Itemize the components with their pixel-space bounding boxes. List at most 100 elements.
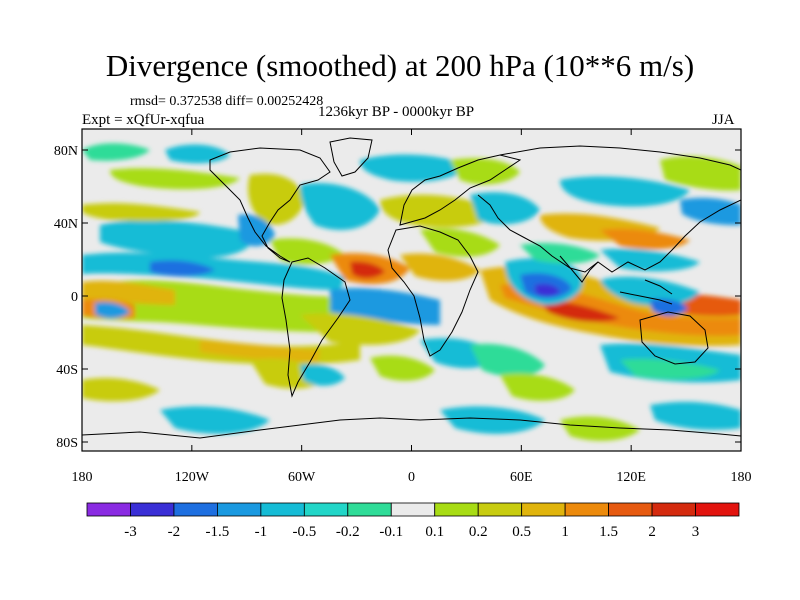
field-patch	[350, 261, 385, 279]
experiment-label: Expt = xQfUr-xqfua	[82, 112, 205, 128]
field-patch	[95, 302, 130, 319]
season-label: JJA	[712, 112, 735, 128]
field-patch	[380, 194, 500, 228]
colorbar-label: -2	[168, 524, 181, 540]
colorbar-box	[564, 502, 610, 517]
field-patch	[560, 416, 640, 441]
colorbar-box	[390, 502, 436, 517]
field-patch	[82, 280, 175, 305]
colorbar-box	[303, 502, 349, 517]
colorbar-label: 2	[648, 524, 656, 540]
field-patch	[370, 355, 435, 381]
field-patch	[82, 143, 150, 161]
coastline-north-america	[209, 147, 331, 263]
colorbar-label: -0.1	[379, 524, 403, 540]
lat-tick-label: 80S	[56, 436, 78, 451]
field-patch	[440, 406, 545, 434]
field-patch	[520, 243, 600, 264]
colorbar-box	[260, 502, 305, 517]
colorbar-label: 1.5	[599, 524, 618, 540]
colorbar: -3 -2 -1.5 -1 -0.5 -0.2 -0.1 0.1 0.2 0.5 1 1.5 2 3	[86, 502, 740, 540]
field-patch	[650, 401, 741, 430]
colorbar-box	[216, 502, 262, 517]
coastline-antarctica	[82, 417, 741, 439]
colorbar-box	[651, 502, 696, 517]
field-patch	[535, 283, 560, 297]
colorbar-label: 1	[561, 524, 569, 540]
field-patch	[600, 276, 700, 306]
colorbar-label: 0.2	[469, 524, 488, 540]
field-patch	[270, 238, 345, 265]
colorbar-label: 0.1	[425, 524, 444, 540]
colorbar-box	[86, 502, 131, 517]
field-patch	[82, 252, 345, 290]
longitude-axis: 180 120W 60W 0 60E 120E 180	[72, 129, 752, 485]
lon-tick-label: 60W	[288, 470, 316, 485]
field-patch	[150, 260, 215, 277]
coastline-south-america	[281, 257, 351, 398]
field-patch	[160, 406, 270, 434]
lat-tick-label: 40N	[54, 217, 78, 232]
field-patch	[470, 343, 545, 377]
field-patch	[110, 168, 240, 190]
field-patch	[600, 228, 690, 250]
coastline-indonesia	[619, 279, 673, 305]
colorbar-label: 3	[692, 524, 700, 540]
colorbar-label: -0.2	[336, 524, 360, 540]
coastline-australia	[639, 311, 709, 365]
divergence-field	[82, 143, 741, 441]
field-patch	[82, 378, 160, 402]
colorbar-box	[608, 502, 653, 517]
plot-title: Divergence (smoothed) at 200 hPa (10**6 …	[105, 48, 695, 83]
field-patch	[248, 173, 305, 225]
colorbar-box	[130, 502, 175, 517]
lon-tick-label: 120E	[616, 470, 646, 485]
lat-tick-label: 80N	[54, 144, 78, 159]
lat-tick-label: 0	[71, 290, 78, 305]
latitude-axis: 80N 40N 0 40S 80S	[54, 144, 741, 451]
field-patch	[540, 300, 620, 322]
colorbar-label: -1	[255, 524, 268, 540]
field-patch	[300, 313, 420, 345]
field-patch	[100, 220, 253, 258]
colorbar-box	[347, 502, 392, 517]
lon-tick-label: 120W	[175, 470, 210, 485]
coastline-india	[559, 255, 599, 283]
coastlines	[82, 137, 741, 439]
field-patch	[650, 298, 688, 316]
field-patch	[560, 176, 690, 207]
colorbar-label: -0.5	[292, 524, 316, 540]
field-patch	[620, 358, 720, 380]
lon-tick-label: 60E	[510, 470, 533, 485]
field-patch	[300, 364, 345, 386]
field-patch	[238, 214, 275, 247]
colorbar-box	[434, 502, 479, 517]
field-patch	[200, 340, 320, 362]
lat-tick-label: 40S	[56, 363, 78, 378]
field-patch	[600, 248, 700, 272]
colorbar-label: -3	[124, 524, 137, 540]
colorbar-label: 0.5	[512, 524, 531, 540]
rmsd-diff-text: rmsd= 0.372538 diff= 0.00252428	[130, 94, 324, 109]
coastline-africa	[387, 225, 479, 357]
field-patch	[330, 288, 440, 325]
field-patch	[660, 156, 741, 191]
colorbar-box	[173, 502, 218, 517]
field-patch	[400, 253, 480, 281]
colorbar-label: -1.5	[206, 524, 230, 540]
lon-tick-label: 0	[408, 470, 415, 485]
field-patch	[82, 203, 200, 222]
period-label: 1236kyr BP - 0000kyr BP	[318, 104, 475, 120]
coastline-europe	[399, 154, 522, 226]
colorbar-box	[521, 502, 566, 517]
field-patch	[300, 182, 380, 230]
colorbar-box	[477, 502, 523, 517]
field-patch	[470, 192, 540, 225]
lon-tick-label: 180	[72, 470, 93, 485]
colorbar-box	[695, 502, 740, 517]
coastline-greenland	[329, 137, 373, 177]
field-patch	[500, 373, 575, 401]
field-patch	[680, 197, 741, 226]
lon-tick-label: 180	[731, 470, 752, 485]
